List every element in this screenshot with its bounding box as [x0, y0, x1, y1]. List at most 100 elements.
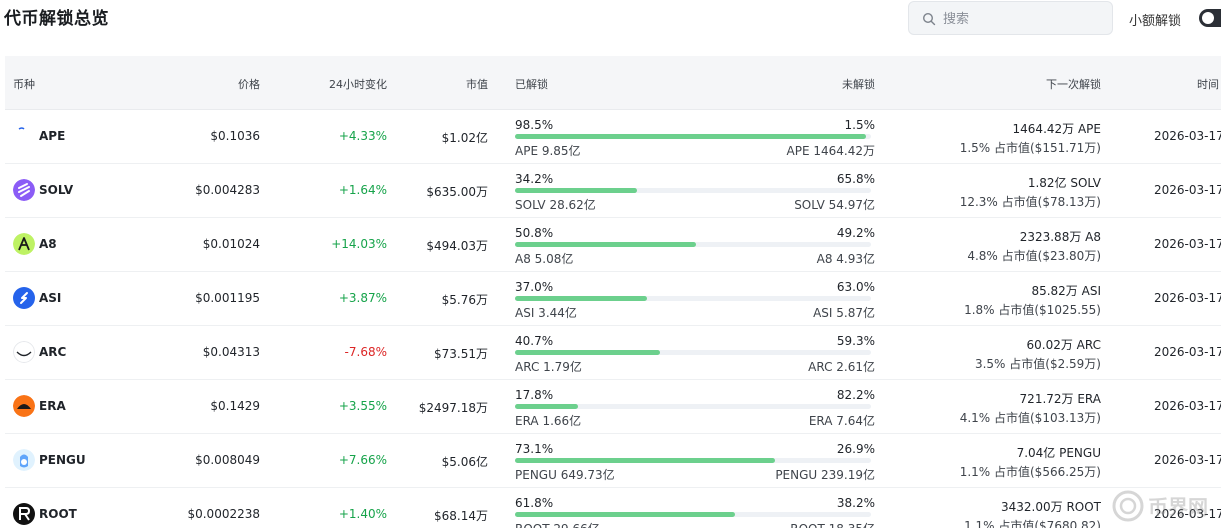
- next-unlock-amount: 2323.88万 A8: [1019, 230, 1101, 244]
- locked-amount: ERA 7.64亿: [808, 414, 875, 428]
- unlock-time: 2026-03-17: [1154, 345, 1221, 359]
- coin-symbol[interactable]: ASI: [39, 291, 62, 305]
- coin-symbol[interactable]: SOLV: [39, 183, 74, 197]
- table-row[interactable]: PENGU $0.008049 +7.66% $5.06亿 73.1% 26.9% PENG…: [5, 434, 1221, 488]
- unlocked-percent: 37.0%: [515, 280, 554, 294]
- column-next-unlock[interactable]: 下一次解锁: [1046, 78, 1101, 91]
- small-unlock-toggle[interactable]: [1199, 9, 1221, 27]
- coin-change: +7.66%: [338, 453, 387, 467]
- coin-price: $0.0002238: [187, 507, 260, 521]
- ape-icon: [13, 125, 35, 147]
- unlocked-amount: PENGU 649.73亿: [515, 468, 615, 482]
- next-unlock-amount: 1464.42万 APE: [1012, 122, 1101, 136]
- coin-symbol[interactable]: ARC: [39, 345, 67, 359]
- locked-percent: 38.2%: [836, 496, 875, 510]
- search-icon: [922, 12, 936, 26]
- column-price[interactable]: 价格: [238, 78, 260, 91]
- coin-change: -7.68%: [344, 345, 387, 359]
- unlock-time: 2026-03-17: [1154, 453, 1221, 467]
- pengu-icon: [13, 449, 35, 471]
- locked-percent: 1.5%: [844, 118, 876, 132]
- search-box[interactable]: [908, 1, 1113, 35]
- unlock-progress-fill: [515, 458, 776, 463]
- column-market-cap[interactable]: 市值: [466, 78, 488, 91]
- column-coin[interactable]: 币种: [13, 78, 35, 91]
- table-row[interactable]: ASI $0.001195 +3.87% $5.76万 37.0% 63.0% ASI 3.…: [5, 272, 1221, 326]
- next-unlock-amount: 85.82万 ASI: [1031, 284, 1101, 298]
- locked-percent: 65.8%: [836, 172, 875, 186]
- coin-symbol[interactable]: ERA: [39, 399, 66, 413]
- arc-icon: [13, 341, 35, 363]
- asi-icon: [13, 287, 35, 309]
- unlocked-percent: 40.7%: [515, 334, 554, 348]
- locked-percent: 49.2%: [836, 226, 875, 240]
- coin-market-cap: $73.51万: [434, 347, 488, 361]
- unlock-time: 2026-03-17: [1154, 237, 1221, 251]
- small-unlock-label: 小额解锁: [1129, 14, 1182, 29]
- bijiewang-logo: 币界网: [1112, 490, 1208, 522]
- coin-symbol[interactable]: ROOT: [39, 507, 77, 521]
- next-unlock-share: 12.3% 占市值($78.13万): [959, 195, 1101, 209]
- unlock-table: 币种 价格 24小时变化 市值 已解锁 未解锁 下一次解锁 时间 APE $0.1…: [5, 56, 1221, 528]
- unlocked-amount: APE 9.85亿: [515, 144, 581, 158]
- unlocked-percent: 73.1%: [515, 442, 554, 456]
- coin-market-cap: $5.76万: [441, 293, 488, 307]
- unlocked-amount: ERA 1.66亿: [515, 414, 582, 428]
- coin-symbol[interactable]: PENGU: [39, 453, 86, 467]
- coin-symbol[interactable]: A8: [39, 237, 57, 251]
- coin-price: $0.008049: [195, 453, 260, 467]
- coin-market-cap: $1.02亿: [441, 131, 488, 145]
- table-row[interactable]: ERA $0.1429 +3.55% $2497.18万 17.8% 82.2% ERA 1…: [5, 380, 1221, 434]
- locked-amount: ASI 5.87亿: [813, 306, 875, 320]
- unlock-time: 2026-03-17: [1154, 183, 1221, 197]
- table-row[interactable]: SOLV $0.004283 +1.64% $635.00万 34.2% 65.8% SOL…: [5, 164, 1221, 218]
- column-time[interactable]: 时间: [1197, 78, 1219, 91]
- table-row[interactable]: APE $0.1036 +4.33% $1.02亿 98.5% 1.5% APE 9.85亿…: [5, 110, 1221, 164]
- era-icon: [13, 395, 35, 417]
- locked-percent: 63.0%: [836, 280, 875, 294]
- unlocked-percent: 34.2%: [515, 172, 554, 186]
- unlock-progress-bar: [515, 134, 871, 139]
- unlock-progress-bar: [515, 404, 871, 409]
- unlock-progress-fill: [515, 134, 866, 139]
- unlocked-percent: 17.8%: [515, 388, 554, 402]
- page-title: 代币解锁总览: [4, 9, 109, 29]
- column-change[interactable]: 24小时变化: [329, 78, 387, 91]
- unlock-progress-bar: [515, 350, 871, 355]
- locked-amount: ARC 2.61亿: [808, 360, 875, 374]
- table-row[interactable]: ROOT $0.0002238 +1.40% $68.14万 61.8% 38.2% ROO…: [5, 488, 1221, 528]
- table-header: 币种 价格 24小时变化 市值 已解锁 未解锁 下一次解锁 时间: [5, 56, 1221, 110]
- unlock-time: 2026-03-17: [1154, 507, 1221, 521]
- a8-icon: [13, 233, 35, 255]
- next-unlock-amount: 721.72万 ERA: [1019, 392, 1101, 406]
- search-input[interactable]: [941, 9, 1105, 29]
- watermark: 币界网: [1110, 488, 1218, 524]
- coin-market-cap: $2497.18万: [418, 401, 488, 415]
- unlock-progress-bar: [515, 512, 871, 517]
- column-unlocked[interactable]: 已解锁: [515, 78, 548, 91]
- unlock-progress-bar: [515, 296, 871, 301]
- coin-market-cap: $635.00万: [426, 185, 488, 199]
- next-unlock-amount: 3432.00万 ROOT: [1001, 500, 1101, 514]
- unlocked-amount: SOLV 28.62亿: [515, 198, 596, 212]
- unlocked-amount: ROOT 29.66亿: [515, 520, 600, 528]
- next-unlock-amount: 60.02万 ARC: [1026, 338, 1102, 352]
- column-locked[interactable]: 未解锁: [842, 78, 875, 91]
- coin-change: +3.87%: [338, 291, 387, 305]
- coin-price: $0.1036: [210, 129, 260, 143]
- locked-amount: A8 4.93亿: [816, 252, 875, 266]
- coin-symbol[interactable]: APE: [39, 129, 66, 143]
- unlock-progress-fill: [515, 350, 660, 355]
- unlock-progress-bar: [515, 458, 871, 463]
- next-unlock-share: 1.8% 占市值($1025.55): [964, 303, 1101, 317]
- table-row[interactable]: A8 $0.01024 +14.03% $494.03万 50.8% 49.2% A8 5.…: [5, 218, 1221, 272]
- solv-icon: [13, 179, 35, 201]
- unlocked-percent: 50.8%: [515, 226, 554, 240]
- locked-percent: 26.9%: [836, 442, 875, 456]
- unlocked-amount: ARC 1.79亿: [515, 360, 582, 374]
- unlock-time: 2026-03-17: [1154, 291, 1221, 305]
- table-row[interactable]: ARC $0.04313 -7.68% $73.51万 40.7% 59.3% ARC 1.…: [5, 326, 1221, 380]
- next-unlock-share: 1.5% 占市值($151.71万): [959, 141, 1101, 155]
- unlock-progress-fill: [515, 242, 696, 247]
- next-unlock-amount: 1.82亿 SOLV: [1027, 176, 1101, 190]
